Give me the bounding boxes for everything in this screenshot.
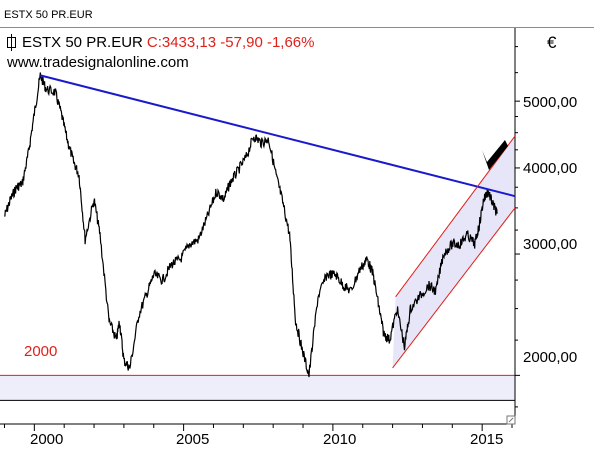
trend-channel-fill xyxy=(392,136,515,368)
window-title: ESTX 50 PR.EUR xyxy=(4,9,93,21)
y-tick-label: 5000,00 xyxy=(523,94,578,111)
resistance-trendline xyxy=(40,74,516,198)
legend-close-values: C:3433,13 -57,90 -1,66% xyxy=(146,34,315,51)
legend-symbol-name: ESTX 50 PR.EUR xyxy=(22,34,143,51)
channel-upper-line xyxy=(395,135,516,298)
support-level-label: 2000 xyxy=(24,343,58,360)
support-band xyxy=(0,375,515,401)
ohlc-symbol-icon xyxy=(7,34,16,51)
currency-symbol: € xyxy=(547,33,557,52)
checkmark-arrow-icon xyxy=(482,140,508,170)
y-tick-label: 3000,00 xyxy=(523,236,578,253)
chart-legend: ESTX 50 PR.EUR C:3433,13 -57,90 -1,66% xyxy=(7,34,315,51)
price-series-line xyxy=(4,72,498,378)
x-tick-label: 2010 xyxy=(323,431,357,448)
chart-frame xyxy=(0,27,594,449)
resize-grip-stroke xyxy=(508,417,514,423)
y-tick-label: 4000,00 xyxy=(523,160,578,177)
y-tick-label: 2000,00 xyxy=(523,349,578,366)
channel-lower-line xyxy=(392,207,516,369)
watermark-url: www.tradesignalonline.com xyxy=(7,54,189,71)
x-tick-label: 2000 xyxy=(30,431,64,448)
x-tick-label: 2005 xyxy=(176,431,210,448)
x-tick-label: 2015 xyxy=(470,431,504,448)
